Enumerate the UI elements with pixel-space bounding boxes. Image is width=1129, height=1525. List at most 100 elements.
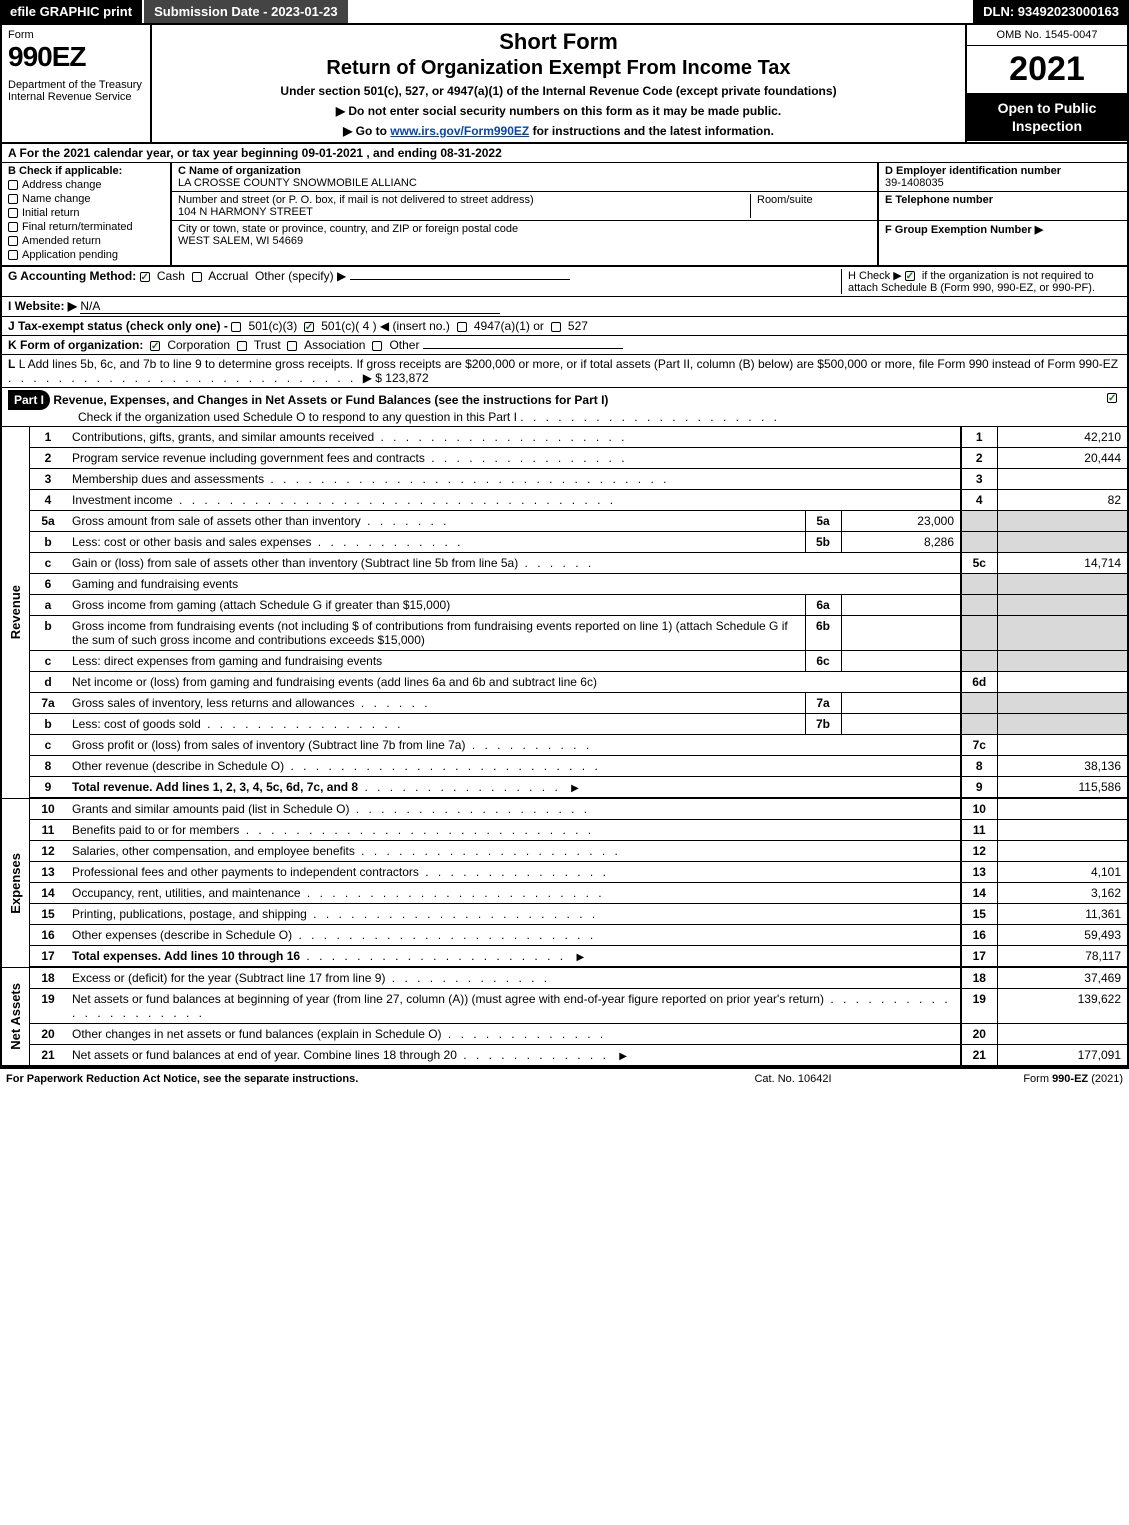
tax-year: 2021 bbox=[967, 46, 1127, 93]
cb-association[interactable] bbox=[287, 341, 297, 351]
row-j-tax-exempt: J Tax-exempt status (check only one) - 5… bbox=[0, 317, 1129, 336]
city-cell: City or town, state or province, country… bbox=[172, 221, 877, 249]
b-label: B Check if applicable: bbox=[8, 165, 164, 177]
line-6: 6Gaming and fundraising events bbox=[30, 574, 1127, 595]
e-phone-cell: E Telephone number bbox=[879, 192, 1127, 221]
footer-right: Form 990-EZ (2021) bbox=[923, 1073, 1123, 1085]
c-name-cell: C Name of organization LA CROSSE COUNTY … bbox=[172, 163, 877, 192]
k-label: K Form of organization: bbox=[8, 338, 143, 352]
cb-application-pending[interactable]: Application pending bbox=[8, 249, 164, 261]
top-bar: efile GRAPHIC print Submission Date - 20… bbox=[0, 0, 1129, 25]
row-g-h: G Accounting Method: Cash Accrual Other … bbox=[0, 267, 1129, 297]
cb-other-org[interactable] bbox=[372, 341, 382, 351]
form-number: 990EZ bbox=[8, 41, 144, 73]
cb-amended-return[interactable]: Amended return bbox=[8, 235, 164, 247]
ssn-warning: ▶ Do not enter social security numbers o… bbox=[160, 104, 957, 118]
c-label: C Name of organization bbox=[178, 165, 871, 177]
form-word: Form bbox=[8, 29, 144, 41]
line-3: 3Membership dues and assessments . . . .… bbox=[30, 469, 1127, 490]
cb-final-return[interactable]: Final return/terminated bbox=[8, 221, 164, 233]
title-block: Form 990EZ Department of the Treasury In… bbox=[0, 25, 1129, 144]
under-section: Under section 501(c), 527, or 4947(a)(1)… bbox=[160, 84, 957, 98]
k-association-label: Association bbox=[304, 338, 365, 352]
line-7b: bLess: cost of goods sold . . . . . . . … bbox=[30, 714, 1127, 735]
main-title: Return of Organization Exempt From Incom… bbox=[160, 57, 957, 80]
line-6c: cLess: direct expenses from gaming and f… bbox=[30, 651, 1127, 672]
cash-label: Cash bbox=[157, 269, 185, 283]
k-other-label: Other bbox=[389, 338, 419, 352]
cb-527[interactable] bbox=[551, 322, 561, 332]
goto-suffix: for instructions and the latest informat… bbox=[529, 124, 774, 138]
f-group-exemption-cell: F Group Exemption Number ▶ bbox=[879, 221, 1127, 250]
cb-address-change-label: Address change bbox=[22, 179, 102, 191]
line-9: 9Total revenue. Add lines 1, 2, 3, 4, 5c… bbox=[30, 777, 1127, 798]
title-right: OMB No. 1545-0047 2021 Open to Public In… bbox=[967, 25, 1127, 142]
line-2: 2Program service revenue including gover… bbox=[30, 448, 1127, 469]
part-i-sub: Check if the organization used Schedule … bbox=[8, 410, 517, 424]
line-13: 13Professional fees and other payments t… bbox=[30, 862, 1127, 883]
j-501c3-label: 501(c)(3) bbox=[249, 319, 298, 333]
cb-name-change[interactable]: Name change bbox=[8, 193, 164, 205]
cb-trust[interactable] bbox=[237, 341, 247, 351]
k-other-line bbox=[423, 348, 623, 349]
cb-schedule-b[interactable] bbox=[905, 271, 915, 281]
city-label: City or town, state or province, country… bbox=[178, 223, 871, 235]
line-20: 20Other changes in net assets or fund ba… bbox=[30, 1024, 1127, 1045]
form-id-left: Form 990EZ Department of the Treasury In… bbox=[2, 25, 152, 142]
section-b-checkboxes: B Check if applicable: Address change Na… bbox=[2, 163, 172, 265]
cb-501c3[interactable] bbox=[231, 322, 241, 332]
goto-note: ▶ Go to www.irs.gov/Form990EZ for instru… bbox=[160, 124, 957, 138]
website-value: N/A bbox=[80, 299, 500, 314]
expenses-table: 10Grants and similar amounts paid (list … bbox=[30, 799, 1127, 967]
row-l-gross-receipts: L L Add lines 5b, 6c, and 7b to line 9 t… bbox=[0, 355, 1129, 388]
revenue-table: 1Contributions, gifts, grants, and simil… bbox=[30, 427, 1127, 798]
short-form-heading: Short Form bbox=[160, 29, 957, 55]
cb-corporation[interactable] bbox=[150, 341, 160, 351]
e-label: E Telephone number bbox=[885, 194, 1121, 206]
dln: DLN: 93492023000163 bbox=[973, 0, 1129, 23]
cb-4947[interactable] bbox=[457, 322, 467, 332]
part-i-title: Revenue, Expenses, and Changes in Net As… bbox=[53, 393, 608, 407]
k-corporation-label: Corporation bbox=[167, 338, 230, 352]
cb-accrual[interactable] bbox=[192, 272, 202, 282]
revenue-tab-label: Revenue bbox=[8, 581, 23, 643]
g-accounting-method: G Accounting Method: Cash Accrual Other … bbox=[8, 269, 841, 294]
open-to-public: Open to Public Inspection bbox=[967, 93, 1127, 141]
expenses-section: Expenses 10Grants and similar amounts pa… bbox=[0, 798, 1129, 967]
cb-address-change[interactable]: Address change bbox=[8, 179, 164, 191]
i-label: I Website: ▶ bbox=[8, 299, 77, 313]
line-12: 12Salaries, other compensation, and empl… bbox=[30, 841, 1127, 862]
line-16: 16Other expenses (describe in Schedule O… bbox=[30, 925, 1127, 946]
section-c-org-info: C Name of organization LA CROSSE COUNTY … bbox=[172, 163, 877, 265]
net-assets-section: Net Assets 18Excess or (deficit) for the… bbox=[0, 967, 1129, 1067]
line-5b: bLess: cost or other basis and sales exp… bbox=[30, 532, 1127, 553]
line-5a: 5aGross amount from sale of assets other… bbox=[30, 511, 1127, 532]
row-a-tax-year: A For the 2021 calendar year, or tax yea… bbox=[0, 144, 1129, 163]
cb-501c[interactable] bbox=[304, 322, 314, 332]
line-19: 19Net assets or fund balances at beginni… bbox=[30, 989, 1127, 1024]
efile-print-button[interactable]: efile GRAPHIC print bbox=[0, 0, 144, 23]
d-ein-cell: D Employer identification number 39-1408… bbox=[879, 163, 1127, 192]
revenue-section: Revenue 1Contributions, gifts, grants, a… bbox=[0, 427, 1129, 798]
irs-link[interactable]: www.irs.gov/Form990EZ bbox=[390, 124, 529, 138]
omb-number: OMB No. 1545-0047 bbox=[967, 25, 1127, 46]
line-1: 1Contributions, gifts, grants, and simil… bbox=[30, 427, 1127, 448]
cb-initial-return-label: Initial return bbox=[22, 207, 79, 219]
section-d-e-f: D Employer identification number 39-1408… bbox=[877, 163, 1127, 265]
cb-initial-return[interactable]: Initial return bbox=[8, 207, 164, 219]
j-label: J Tax-exempt status (check only one) - bbox=[8, 319, 231, 333]
city-value: WEST SALEM, WI 54669 bbox=[178, 235, 871, 247]
footer-center: Cat. No. 10642I bbox=[663, 1073, 923, 1085]
j-4947-label: 4947(a)(1) or bbox=[474, 319, 544, 333]
expenses-tab-label: Expenses bbox=[8, 849, 23, 918]
row-k-form-of-org: K Form of organization: Corporation Trus… bbox=[0, 336, 1129, 355]
cb-part-i-schedule-o[interactable] bbox=[1107, 393, 1117, 403]
department: Department of the Treasury Internal Reve… bbox=[8, 79, 144, 103]
k-trust-label: Trust bbox=[254, 338, 281, 352]
line-18: 18Excess or (deficit) for the year (Subt… bbox=[30, 968, 1127, 989]
cb-application-pending-label: Application pending bbox=[22, 249, 118, 261]
cb-cash[interactable] bbox=[140, 272, 150, 282]
line-11: 11Benefits paid to or for members . . . … bbox=[30, 820, 1127, 841]
street-value: 104 N HARMONY STREET bbox=[178, 206, 744, 218]
part-i-header: Part I Revenue, Expenses, and Changes in… bbox=[0, 388, 1129, 427]
